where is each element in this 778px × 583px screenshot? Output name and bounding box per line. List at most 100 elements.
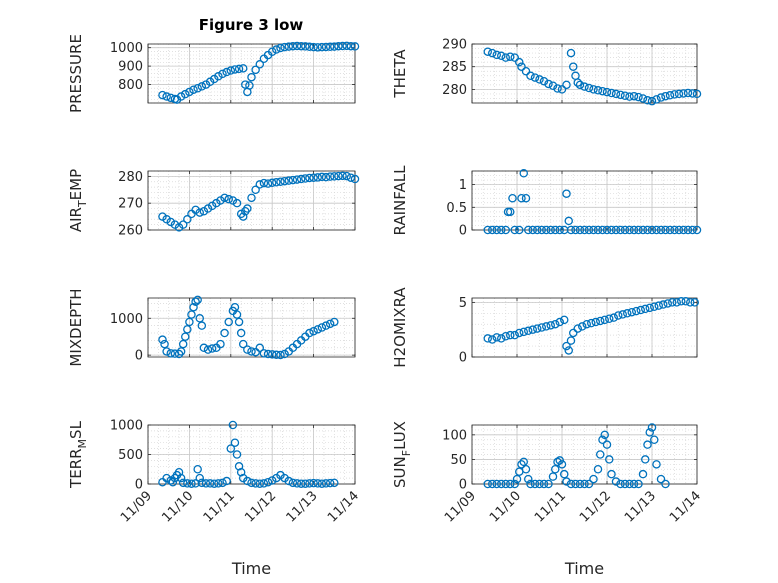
data-point (325, 42, 335, 52)
data-point (178, 220, 188, 229)
x-tick-label: 11/14 (325, 488, 362, 525)
data-point (224, 194, 233, 204)
data-point (650, 435, 659, 444)
data-point (267, 476, 277, 485)
data-point (317, 42, 327, 52)
data-point (487, 225, 497, 235)
data-point (272, 178, 281, 187)
y-axis-label: AIRTEMP (67, 169, 89, 232)
data-point (505, 52, 515, 61)
data-point (692, 89, 702, 99)
data-point (292, 41, 302, 51)
data-point (560, 315, 569, 325)
data-point (203, 345, 213, 354)
data-point (573, 324, 583, 333)
data-point (589, 85, 598, 94)
data-point (201, 479, 211, 488)
data-point (638, 94, 648, 103)
data-point (166, 349, 176, 358)
data-point (546, 225, 556, 235)
data-point (566, 479, 576, 489)
panel-row2-left: 260 270 280 AIRTEMP (67, 169, 360, 239)
y-tick-label: 290 (442, 38, 467, 53)
data-point (321, 172, 331, 182)
axes-box (147, 297, 356, 358)
data-point (557, 85, 567, 94)
data-point (647, 225, 657, 235)
data-point (267, 47, 277, 56)
data-point (634, 92, 643, 102)
series-points (483, 297, 700, 355)
data-point (647, 96, 657, 106)
data-point (230, 65, 240, 74)
y-tick-label: 1000 (110, 419, 143, 434)
data-point (232, 450, 242, 459)
data-point (243, 345, 252, 354)
data-point (638, 469, 648, 479)
data-point (535, 75, 544, 84)
data-point (189, 85, 198, 94)
y-tick-label: 800 (118, 78, 143, 93)
data-point (193, 84, 202, 93)
series-points (158, 420, 339, 488)
data-point (546, 321, 556, 330)
data-point (267, 178, 277, 188)
data-point (609, 313, 619, 322)
y-tick-label: 1000 (110, 312, 143, 327)
data-point (591, 317, 601, 327)
data-point (193, 464, 202, 474)
x-tick-label: 11/14 (667, 488, 704, 525)
data-point (629, 225, 639, 235)
data-point (656, 225, 666, 235)
data-point (643, 96, 652, 105)
data-point (528, 225, 538, 235)
panel-row3-right: 0 5 H2OMIXRA (391, 287, 700, 368)
data-point (571, 479, 580, 489)
data-point (162, 347, 171, 356)
data-point (519, 327, 529, 337)
figure-title: Figure 3 low (199, 16, 304, 34)
data-point (232, 198, 242, 208)
data-point (263, 179, 273, 188)
data-point (616, 225, 625, 235)
data-point (193, 295, 202, 305)
data-point (679, 89, 688, 98)
data-point (284, 42, 294, 51)
data-point (243, 476, 252, 486)
y-label-sub: M (76, 439, 89, 449)
data-point (593, 225, 603, 235)
axes-box (147, 43, 356, 104)
y-tick-label: 900 (118, 60, 143, 75)
data-point (255, 479, 265, 488)
data-point (505, 330, 515, 340)
series-points (483, 47, 702, 106)
data-point (243, 204, 252, 213)
data-point (317, 323, 327, 332)
data-point (350, 42, 360, 51)
series-points (483, 169, 702, 235)
y-tick-label: 50 (450, 453, 467, 468)
axes-box (471, 424, 698, 485)
y-tick-label: 1 (459, 178, 467, 193)
data-point (263, 349, 273, 359)
data-point (510, 479, 519, 489)
data-point (160, 339, 169, 349)
data-point (234, 462, 244, 471)
data-point (548, 81, 558, 91)
data-point (288, 478, 298, 488)
data-point (209, 479, 219, 488)
data-point (492, 225, 501, 235)
data-point (224, 317, 233, 327)
data-point (517, 62, 526, 71)
data-point (580, 225, 589, 235)
data-point (674, 89, 684, 99)
data-point (593, 86, 603, 95)
y-label-tail: LUX (391, 421, 409, 450)
panel-row3-left: 0 1000 MIXDEPTH (67, 288, 356, 367)
data-point (195, 208, 204, 217)
data-point (645, 428, 655, 437)
y-tick-label: 0.5 (446, 201, 467, 216)
data-point (663, 299, 673, 308)
